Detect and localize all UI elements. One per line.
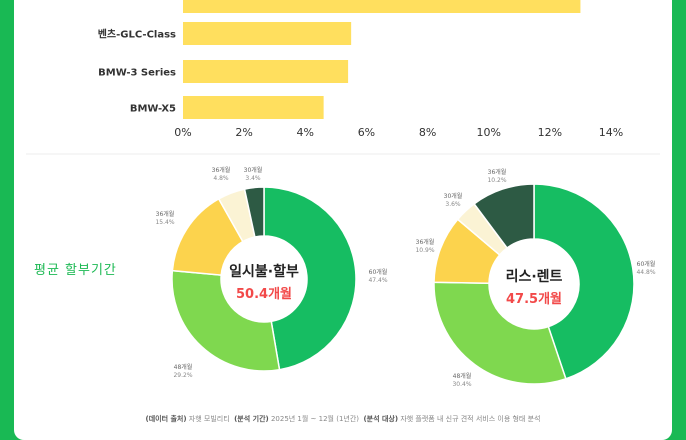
donut-1-label-2: 36개월: [156, 210, 175, 218]
donut-2-label-2: 36개월: [416, 238, 435, 246]
x-tick-label-1: 2%: [235, 126, 252, 139]
footer-source: 자햇 모빌리티: [188, 415, 230, 423]
donut-2-slice-4: [473, 183, 535, 249]
x-tick-label-7: 14%: [599, 126, 623, 139]
bar-category-label-2: BMW-3 Series: [98, 68, 176, 79]
bar-3: [183, 96, 324, 119]
footer-source-label: (데이터 출처): [145, 415, 187, 423]
bar-category-label-3: BMW-X5: [130, 104, 176, 115]
donut-2-value-4: 10.2%: [487, 177, 506, 184]
donut-2-value-0: 44.8%: [636, 269, 655, 276]
x-tick-label-6: 12%: [538, 126, 562, 139]
footer-target-label: (분석 대상): [363, 415, 399, 423]
donut-2-label-0: 60개월: [637, 260, 656, 268]
donut-2-value-3: 3.6%: [445, 201, 461, 208]
donut-1-value-1: 29.2%: [173, 372, 192, 379]
donut-2-slice-0: [533, 183, 635, 380]
donut-2-label-1: 48개월: [453, 372, 472, 380]
donut-2-title: 리스·렌트: [506, 268, 563, 285]
donut-1-title: 일시불·할부: [229, 263, 299, 280]
footer-target: 자햇 플랫폼 내 신규 견적 서비스 이용 형태 분석: [400, 415, 541, 423]
donut-1-slice-1: [171, 269, 281, 372]
x-tick-label-2: 4%: [297, 126, 314, 139]
donut-1-slice-0: [263, 186, 357, 371]
bar-0: [183, 0, 581, 13]
x-tick-label-3: 6%: [358, 126, 375, 139]
donut-1-slice-4: [243, 186, 265, 238]
x-tick-label-5: 10%: [476, 126, 500, 139]
footer-period-label: (분석 기간): [234, 415, 269, 423]
bar-category-label-1: 벤츠-GLC-Class: [98, 28, 176, 41]
donut-1-value-0: 47.4%: [368, 277, 387, 284]
donut-2-value-2: 10.9%: [415, 247, 434, 254]
donut-1-label-1: 48개월: [174, 363, 193, 371]
donut-2-slice-1: [433, 281, 567, 385]
x-tick-label-0: 0%: [174, 126, 191, 139]
donut-2-center-value: 47.5개월: [506, 291, 562, 307]
donut-1-center: [222, 237, 306, 321]
x-tick-label-4: 8%: [419, 126, 436, 139]
donut-2-label-3: 30개월: [444, 192, 463, 200]
donut-1-value-3: 4.8%: [213, 175, 229, 182]
donut-1-label-0: 60개월: [369, 268, 388, 276]
donut-2-center: [490, 240, 578, 328]
donut-1-value-4: 3.4%: [245, 175, 261, 182]
footer-period: 2025년 1월 ~ 12월 (1년간): [270, 415, 360, 423]
donut-1-center-value: 50.4개월: [236, 286, 292, 302]
donut-1-label-4: 30개월: [244, 166, 263, 174]
donut-2-value-1: 30.4%: [452, 381, 471, 388]
section-label: 평균 할부기간: [34, 263, 117, 278]
bar-2: [183, 60, 349, 83]
bar-1: [183, 22, 352, 45]
footer-note: (데이터 출처) 자햇 모빌리티 (분석 기간) 2025년 1월 ~ 12월 …: [0, 414, 686, 424]
donut-1-label-3: 36개월: [212, 166, 231, 174]
donut-1-value-2: 15.4%: [155, 219, 174, 226]
donut-2-label-4: 36개월: [488, 168, 507, 176]
